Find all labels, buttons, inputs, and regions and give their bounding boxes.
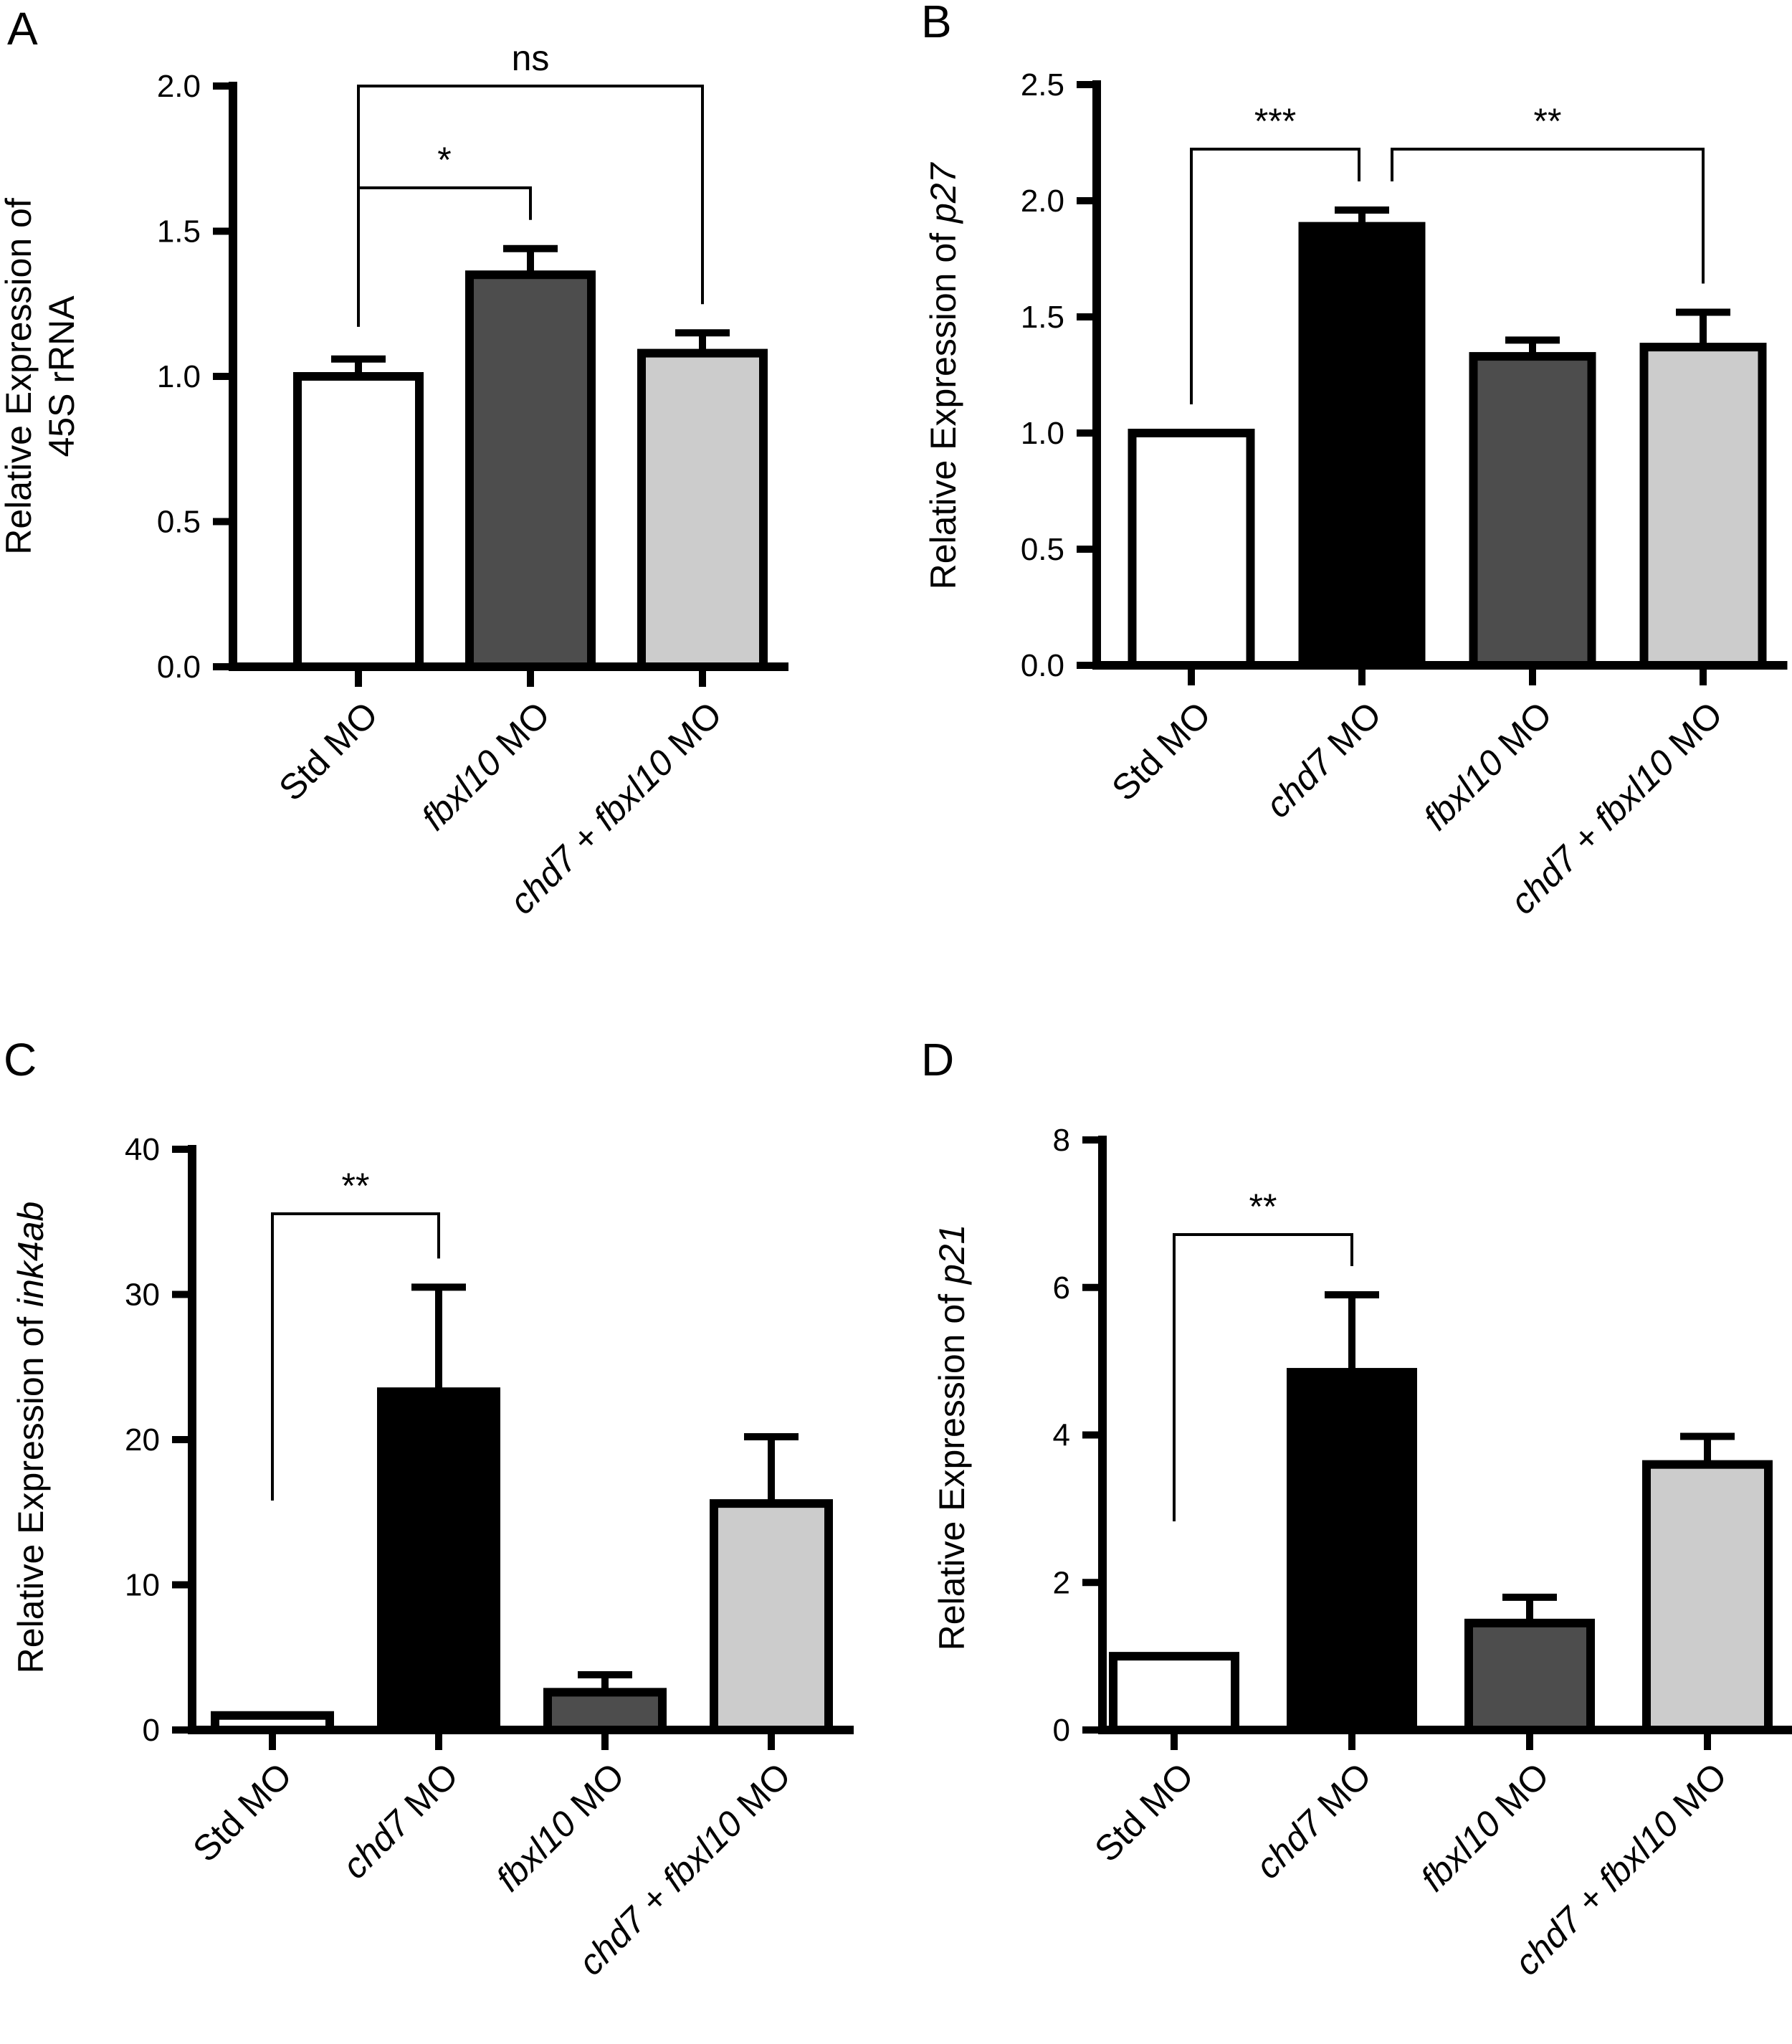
significance-label: ** [342,1166,370,1206]
category-label: Std MO [1087,1755,1201,1869]
chart-panel-d: 0 2 4 6 8 Relative Expression of p21 Std MO chd… [932,1123,1792,1983]
y-tick-label: 0.5 [157,505,201,540]
y-tick-label: 10 [125,1568,160,1603]
bar [1464,1618,1595,1735]
y-axis-label: Relative Expression of ink4ab [11,1202,51,1674]
y-tick-label: 6 [1053,1270,1070,1306]
chart-panel-b: 0.0 0.5 1.0 1.5 2.0 2.5 Relative Expression of… [923,67,1788,922]
bar [377,1387,500,1735]
y-axis-label: Relative Expression of p27 [923,161,963,589]
category-label: chd7 MO [1248,1755,1379,1886]
y-tick-label: 0.0 [1021,648,1064,683]
y-tick-label: 0 [1053,1713,1070,1748]
y-tick-label: 2.0 [157,69,201,104]
y-axis-label: Relative Expression of [0,198,39,555]
bar [543,1688,667,1735]
significance-bracket [1173,1233,1353,1521]
significance-bracket [271,1212,440,1501]
significance-label: * [437,140,451,180]
bar [1639,343,1767,670]
significance-label: ** [1534,101,1562,141]
category-label: fbxl10 MO [488,1755,632,1899]
y-tick-label: 2.5 [1021,67,1064,103]
significance-bracket [1190,148,1360,404]
bar [710,1499,833,1735]
y-tick-label: 0 [143,1713,160,1748]
panel-letter-a: A [7,3,38,54]
bar [1298,222,1426,670]
category-label: Std MO [271,694,385,808]
panel-letter-d: D [921,1034,954,1085]
category-label: Std MO [1104,694,1218,808]
bar [1287,1368,1417,1735]
y-axis-label: Relative Expression of p21 [932,1225,972,1651]
bar [1109,1652,1239,1734]
significance-label: ns [512,38,550,78]
bar [1128,429,1255,670]
category-label: Std MO [185,1755,299,1869]
y-tick-label: 40 [125,1132,160,1167]
y-tick-label: 0.5 [1021,532,1064,567]
y-tick-label: 1.0 [157,359,201,394]
y-tick-label: 2.0 [1021,184,1064,219]
category-label: fbxl10 MO [1416,694,1560,838]
y-tick-label: 30 [125,1278,160,1313]
bar [211,1711,334,1734]
category-label: fbxl10 MO [414,694,558,838]
bar [465,270,596,671]
panel-letter-b: B [921,0,952,47]
significance-bracket [357,85,704,327]
category-label: chd7 MO [1258,694,1389,825]
y-tick-label: 20 [125,1422,160,1458]
category-label: fbxl10 MO [1413,1755,1557,1899]
significance-bracket [1391,148,1705,284]
bar [637,348,768,671]
category-label: chd7 MO [335,1755,466,1886]
bar [1469,352,1596,670]
panel-letter-c: C [4,1034,37,1085]
significance-label: *** [1254,101,1296,141]
y-tick-label: 2 [1053,1565,1070,1600]
chart-panel-a: 0.0 0.5 1.0 1.5 2.0 Relative Expression of 45S… [0,38,788,922]
y-tick-label: 1.5 [1021,300,1064,335]
y-tick-label: 4 [1053,1418,1070,1453]
significance-label: ** [1249,1187,1277,1227]
chart-panel-c: 0 10 20 30 40 Relative Expression of ink4ab St… [11,1132,854,1983]
y-axis-label: 45S rRNA [42,295,82,457]
y-tick-label: 8 [1053,1123,1070,1158]
y-tick-label: 1.5 [157,214,201,249]
bar [293,372,424,671]
y-tick-label: 1.0 [1021,416,1064,451]
y-tick-label: 0.0 [157,650,201,685]
bar [1642,1460,1773,1735]
